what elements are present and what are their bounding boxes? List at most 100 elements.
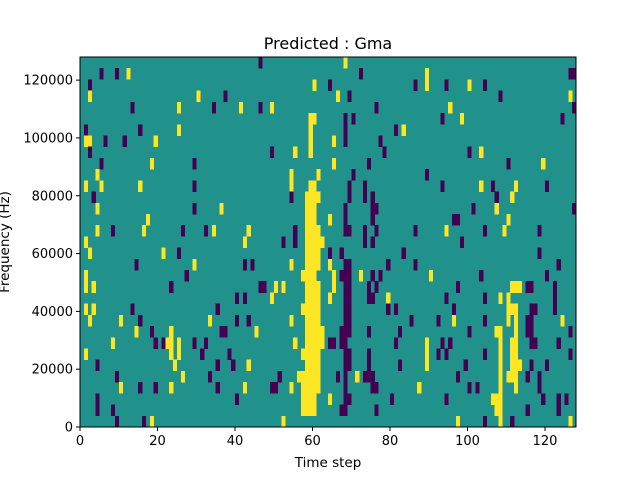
heatmap-cell (510, 191, 515, 204)
heatmap-cell (490, 393, 495, 405)
heatmap-cell (289, 191, 294, 204)
heatmap-cell (444, 225, 449, 237)
heatmap-cell (428, 270, 433, 282)
heatmap-cell (436, 314, 441, 327)
heatmap-cell (479, 270, 484, 282)
heatmap-cell (393, 337, 399, 349)
heatmap-cell (118, 314, 123, 327)
heatmap-cell (328, 337, 333, 349)
heatmap-cell (467, 326, 472, 338)
heatmap-cell (533, 337, 538, 349)
heatmap-cell (556, 393, 561, 417)
heatmap-cell (312, 113, 317, 125)
heatmap-cell (533, 303, 538, 316)
heatmap-cell (374, 281, 379, 293)
heatmap-cell (343, 370, 348, 417)
heatmap-cell (498, 292, 503, 304)
heatmap-cell (138, 314, 143, 327)
heatmap-cell (366, 157, 371, 170)
heatmap-cell (564, 393, 569, 405)
heatmap-cell (572, 68, 577, 80)
heatmap-cell (328, 213, 333, 226)
heatmap-cell (374, 202, 379, 215)
heatmap-cell (180, 225, 185, 237)
x-tick-label: 60 (304, 434, 321, 449)
heatmap-cell (494, 326, 499, 338)
heatmap-cell (494, 191, 499, 204)
heatmap-cell (308, 180, 313, 192)
heatmap-cell (343, 202, 348, 237)
heatmap-cell (455, 213, 461, 226)
heatmap-cell (452, 213, 457, 226)
y-tick-label: 80000 (32, 189, 73, 204)
heatmap-cell (328, 292, 333, 304)
y-tick-label: 40000 (32, 305, 73, 320)
heatmap-cell (215, 359, 220, 372)
heatmap-cell (355, 370, 360, 383)
heatmap-cell (235, 314, 240, 327)
heatmap-cell (200, 348, 205, 361)
heatmap-cell (568, 90, 573, 103)
heatmap-cell (95, 202, 100, 215)
heatmap-cell (545, 359, 550, 372)
heatmap-cell (339, 404, 344, 417)
heatmap-cell (440, 180, 445, 192)
heatmap-cell (269, 101, 275, 114)
heatmap-cell (529, 314, 534, 338)
heatmap-cell (343, 113, 348, 147)
heatmap-cell (413, 258, 418, 271)
heatmap-cell (514, 180, 519, 192)
heatmap-cell (269, 292, 275, 304)
heatmap-cell (320, 326, 325, 349)
heatmap-cell (308, 113, 313, 125)
heatmap-cell (215, 303, 220, 316)
heatmap-cell (339, 326, 344, 338)
heatmap-cell (258, 57, 263, 69)
heatmap-cell (95, 225, 100, 237)
heatmap-cell (165, 337, 170, 349)
heatmap-cell (293, 146, 298, 159)
heatmap-cell (300, 303, 306, 316)
heatmap-cell (258, 281, 263, 293)
heatmap-cell (262, 281, 267, 293)
heatmap-cell (417, 382, 422, 394)
heatmap-cell (204, 337, 209, 349)
heatmap-cell (211, 101, 216, 114)
heatmap-cell (207, 314, 213, 327)
heatmap-cell (537, 247, 542, 260)
heatmap-cell (83, 124, 89, 136)
heatmap-cell (153, 382, 158, 394)
heatmap-cell (83, 236, 89, 248)
heatmap-cell (568, 415, 573, 428)
heatmap-cell (452, 303, 457, 316)
heatmap-cell (440, 337, 445, 349)
heatmap-cell (347, 180, 352, 204)
heatmap-cell (525, 281, 530, 293)
heatmap-cell (118, 382, 123, 394)
heatmap-cell (328, 393, 333, 405)
heatmap-cell (242, 236, 247, 248)
heatmap-cell (351, 113, 356, 125)
heatmap-cell (343, 337, 348, 372)
heatmap-cell (192, 157, 197, 170)
heatmap-cell (386, 292, 391, 304)
heatmap-cell (227, 348, 232, 361)
heatmap-cell (382, 146, 387, 159)
heatmap-cell (374, 404, 379, 417)
heatmap-cell (289, 382, 294, 394)
heatmap-cell (91, 281, 96, 293)
heatmap-cell (328, 258, 333, 271)
heatmap-cell (545, 270, 550, 282)
heatmap-cell (529, 303, 534, 316)
x-tick-label: 120 (533, 434, 558, 449)
heatmap-cell (378, 270, 383, 282)
heatmap-cell (114, 415, 120, 428)
heatmap-cell (552, 281, 557, 316)
heatmap-cell (362, 370, 368, 383)
heatmap-cell (436, 348, 441, 361)
heatmap-cell (343, 57, 348, 69)
heatmap-cell (529, 281, 534, 293)
heatmap-cell (242, 292, 247, 304)
heatmap-cell (126, 68, 131, 80)
heatmap-cell (483, 225, 488, 237)
